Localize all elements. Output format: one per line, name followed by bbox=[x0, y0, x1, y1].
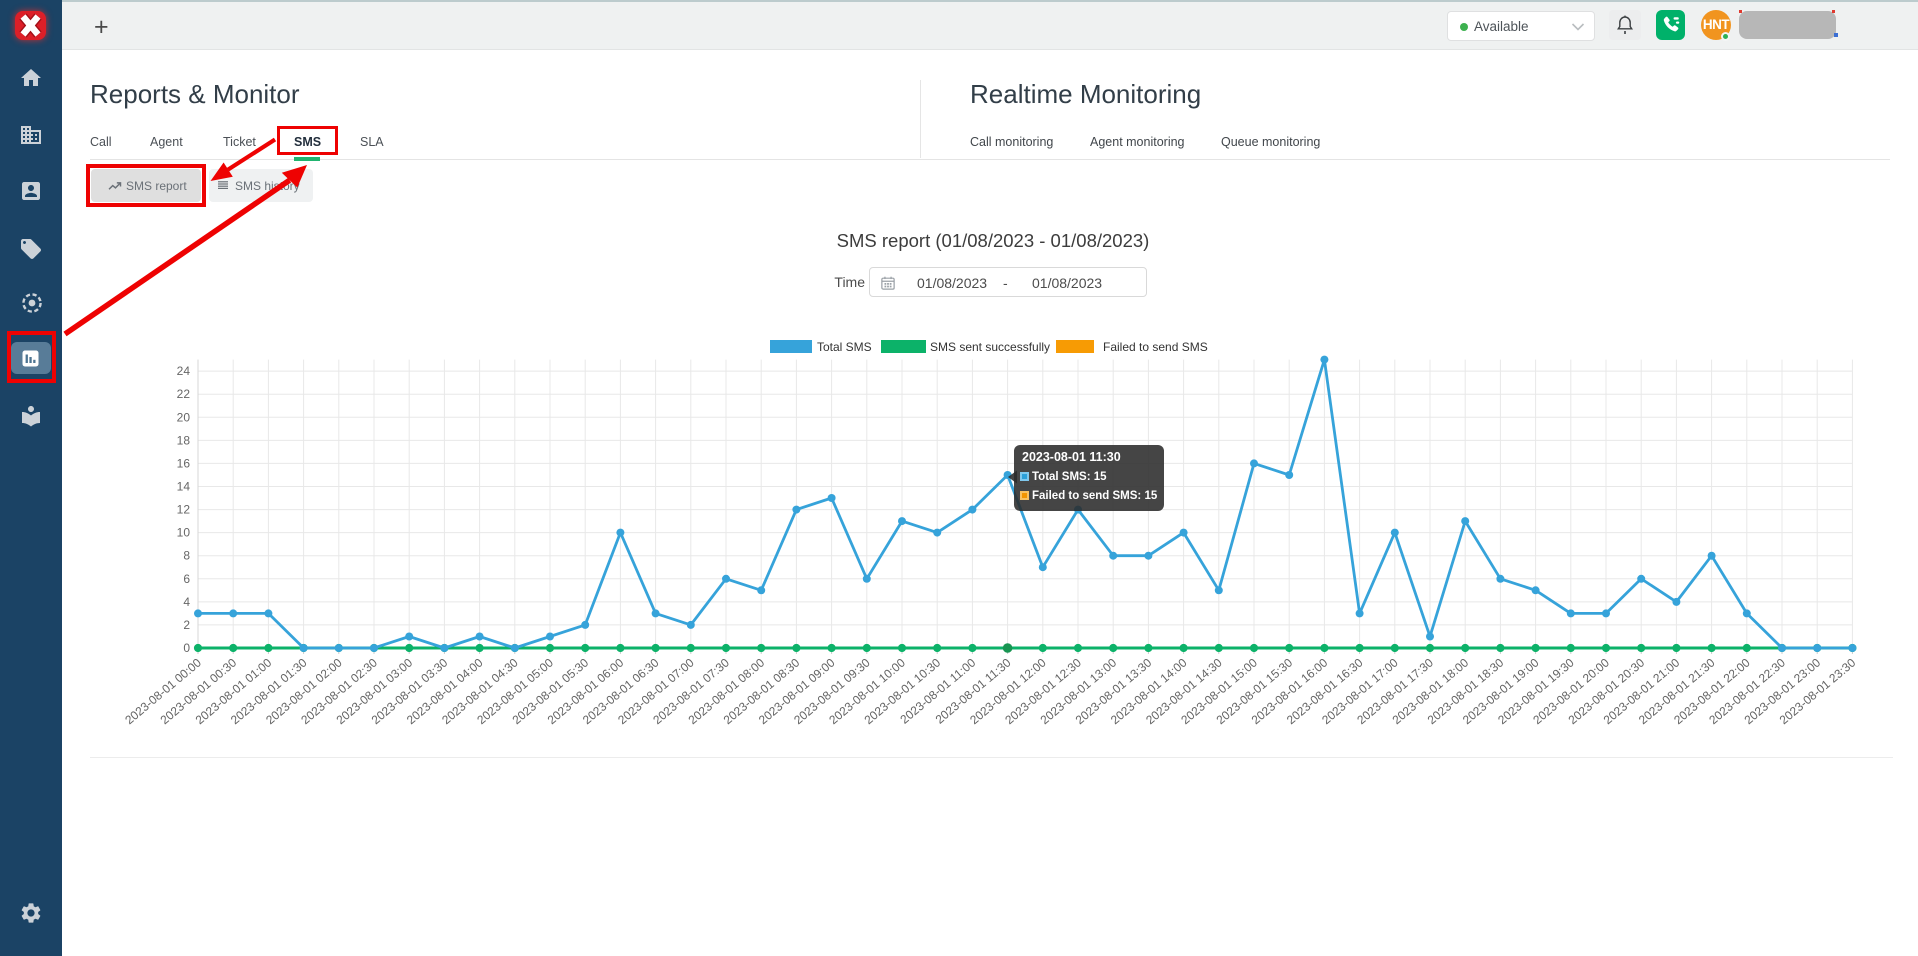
svg-text:2023-08-01 03:30: 2023-08-01 03:30 bbox=[369, 655, 451, 727]
svg-text:2023-08-01 13:30: 2023-08-01 13:30 bbox=[1073, 655, 1155, 727]
svg-text:24: 24 bbox=[177, 364, 191, 378]
svg-text:2023-08-01 09:30: 2023-08-01 09:30 bbox=[791, 655, 873, 727]
svg-text:2023-08-01 08:30: 2023-08-01 08:30 bbox=[721, 655, 803, 727]
svg-text:2023-08-01 22:30: 2023-08-01 22:30 bbox=[1706, 655, 1788, 727]
svg-text:20: 20 bbox=[177, 410, 191, 424]
svg-text:2023-08-01 21:00: 2023-08-01 21:00 bbox=[1601, 655, 1683, 727]
svg-text:2023-08-01 04:00: 2023-08-01 04:00 bbox=[404, 655, 486, 727]
svg-text:2023-08-01 01:30: 2023-08-01 01:30 bbox=[228, 655, 310, 727]
svg-text:2023-08-01 00:30: 2023-08-01 00:30 bbox=[158, 655, 240, 727]
svg-text:2023-08-01 21:30: 2023-08-01 21:30 bbox=[1636, 655, 1718, 727]
svg-text:14: 14 bbox=[177, 480, 191, 494]
svg-text:16: 16 bbox=[177, 456, 191, 470]
svg-text:2023-08-01 14:30: 2023-08-01 14:30 bbox=[1143, 655, 1225, 727]
svg-text:2023-08-01 23:00: 2023-08-01 23:00 bbox=[1742, 655, 1824, 727]
svg-text:2023-08-01 17:30: 2023-08-01 17:30 bbox=[1354, 655, 1436, 727]
svg-text:2023-08-01 11:00: 2023-08-01 11:00 bbox=[897, 655, 978, 726]
svg-text:2023-08-01 22:00: 2023-08-01 22:00 bbox=[1671, 655, 1753, 727]
svg-text:2023-08-01 03:00: 2023-08-01 03:00 bbox=[334, 655, 416, 727]
svg-text:2023-08-01 10:00: 2023-08-01 10:00 bbox=[826, 655, 908, 727]
svg-text:2023-08-01 19:00: 2023-08-01 19:00 bbox=[1460, 655, 1542, 727]
svg-text:2023-08-01 20:30: 2023-08-01 20:30 bbox=[1566, 655, 1648, 727]
svg-text:10: 10 bbox=[177, 526, 191, 540]
svg-text:2023-08-01 16:00: 2023-08-01 16:00 bbox=[1249, 655, 1331, 727]
svg-text:2023-08-01 23:30: 2023-08-01 23:30 bbox=[1777, 655, 1859, 727]
svg-text:18: 18 bbox=[177, 433, 191, 447]
svg-text:2023-08-01 06:00: 2023-08-01 06:00 bbox=[545, 655, 627, 727]
svg-text:2023-08-01 15:00: 2023-08-01 15:00 bbox=[1178, 655, 1260, 727]
svg-text:2023-08-01 01:00: 2023-08-01 01:00 bbox=[193, 655, 275, 727]
svg-text:2023-08-01 17:00: 2023-08-01 17:00 bbox=[1319, 655, 1401, 727]
svg-text:2023-08-01 08:00: 2023-08-01 08:00 bbox=[686, 655, 768, 727]
svg-text:2023-08-01 18:30: 2023-08-01 18:30 bbox=[1425, 655, 1507, 727]
svg-text:6: 6 bbox=[183, 572, 190, 586]
svg-text:2023-08-01 16:30: 2023-08-01 16:30 bbox=[1284, 655, 1366, 727]
svg-text:2023-08-01 12:00: 2023-08-01 12:00 bbox=[967, 655, 1049, 727]
svg-text:4: 4 bbox=[183, 595, 190, 609]
svg-text:2023-08-01 04:30: 2023-08-01 04:30 bbox=[439, 655, 521, 727]
svg-text:2023-08-01 20:00: 2023-08-01 20:00 bbox=[1530, 655, 1612, 727]
svg-text:2023-08-01 00:00: 2023-08-01 00:00 bbox=[122, 655, 204, 727]
svg-text:2023-08-01 19:30: 2023-08-01 19:30 bbox=[1495, 655, 1577, 727]
svg-text:2023-08-01 09:00: 2023-08-01 09:00 bbox=[756, 655, 838, 727]
svg-text:2023-08-01 06:30: 2023-08-01 06:30 bbox=[580, 655, 662, 727]
svg-text:2023-08-01 11:30: 2023-08-01 11:30 bbox=[933, 655, 1014, 726]
svg-text:2023-08-01 07:30: 2023-08-01 07:30 bbox=[650, 655, 732, 727]
svg-text:2023-08-01 02:00: 2023-08-01 02:00 bbox=[263, 655, 345, 727]
svg-text:2023-08-01 13:00: 2023-08-01 13:00 bbox=[1038, 655, 1120, 727]
svg-text:2023-08-01 05:30: 2023-08-01 05:30 bbox=[510, 655, 592, 727]
svg-text:2023-08-01 02:30: 2023-08-01 02:30 bbox=[298, 655, 380, 727]
svg-text:8: 8 bbox=[183, 549, 190, 563]
svg-text:2023-08-01 05:00: 2023-08-01 05:00 bbox=[474, 655, 556, 727]
svg-text:12: 12 bbox=[177, 503, 191, 517]
svg-text:2023-08-01 14:00: 2023-08-01 14:00 bbox=[1108, 655, 1190, 727]
svg-text:2023-08-01 12:30: 2023-08-01 12:30 bbox=[1002, 655, 1084, 727]
svg-text:2023-08-01 10:30: 2023-08-01 10:30 bbox=[862, 655, 944, 727]
svg-text:0: 0 bbox=[183, 641, 190, 655]
svg-text:2: 2 bbox=[183, 618, 190, 632]
svg-text:22: 22 bbox=[177, 387, 191, 401]
svg-text:2023-08-01 15:30: 2023-08-01 15:30 bbox=[1214, 655, 1296, 727]
svg-text:2023-08-01 18:00: 2023-08-01 18:00 bbox=[1390, 655, 1472, 727]
svg-text:2023-08-01 07:00: 2023-08-01 07:00 bbox=[615, 655, 697, 727]
